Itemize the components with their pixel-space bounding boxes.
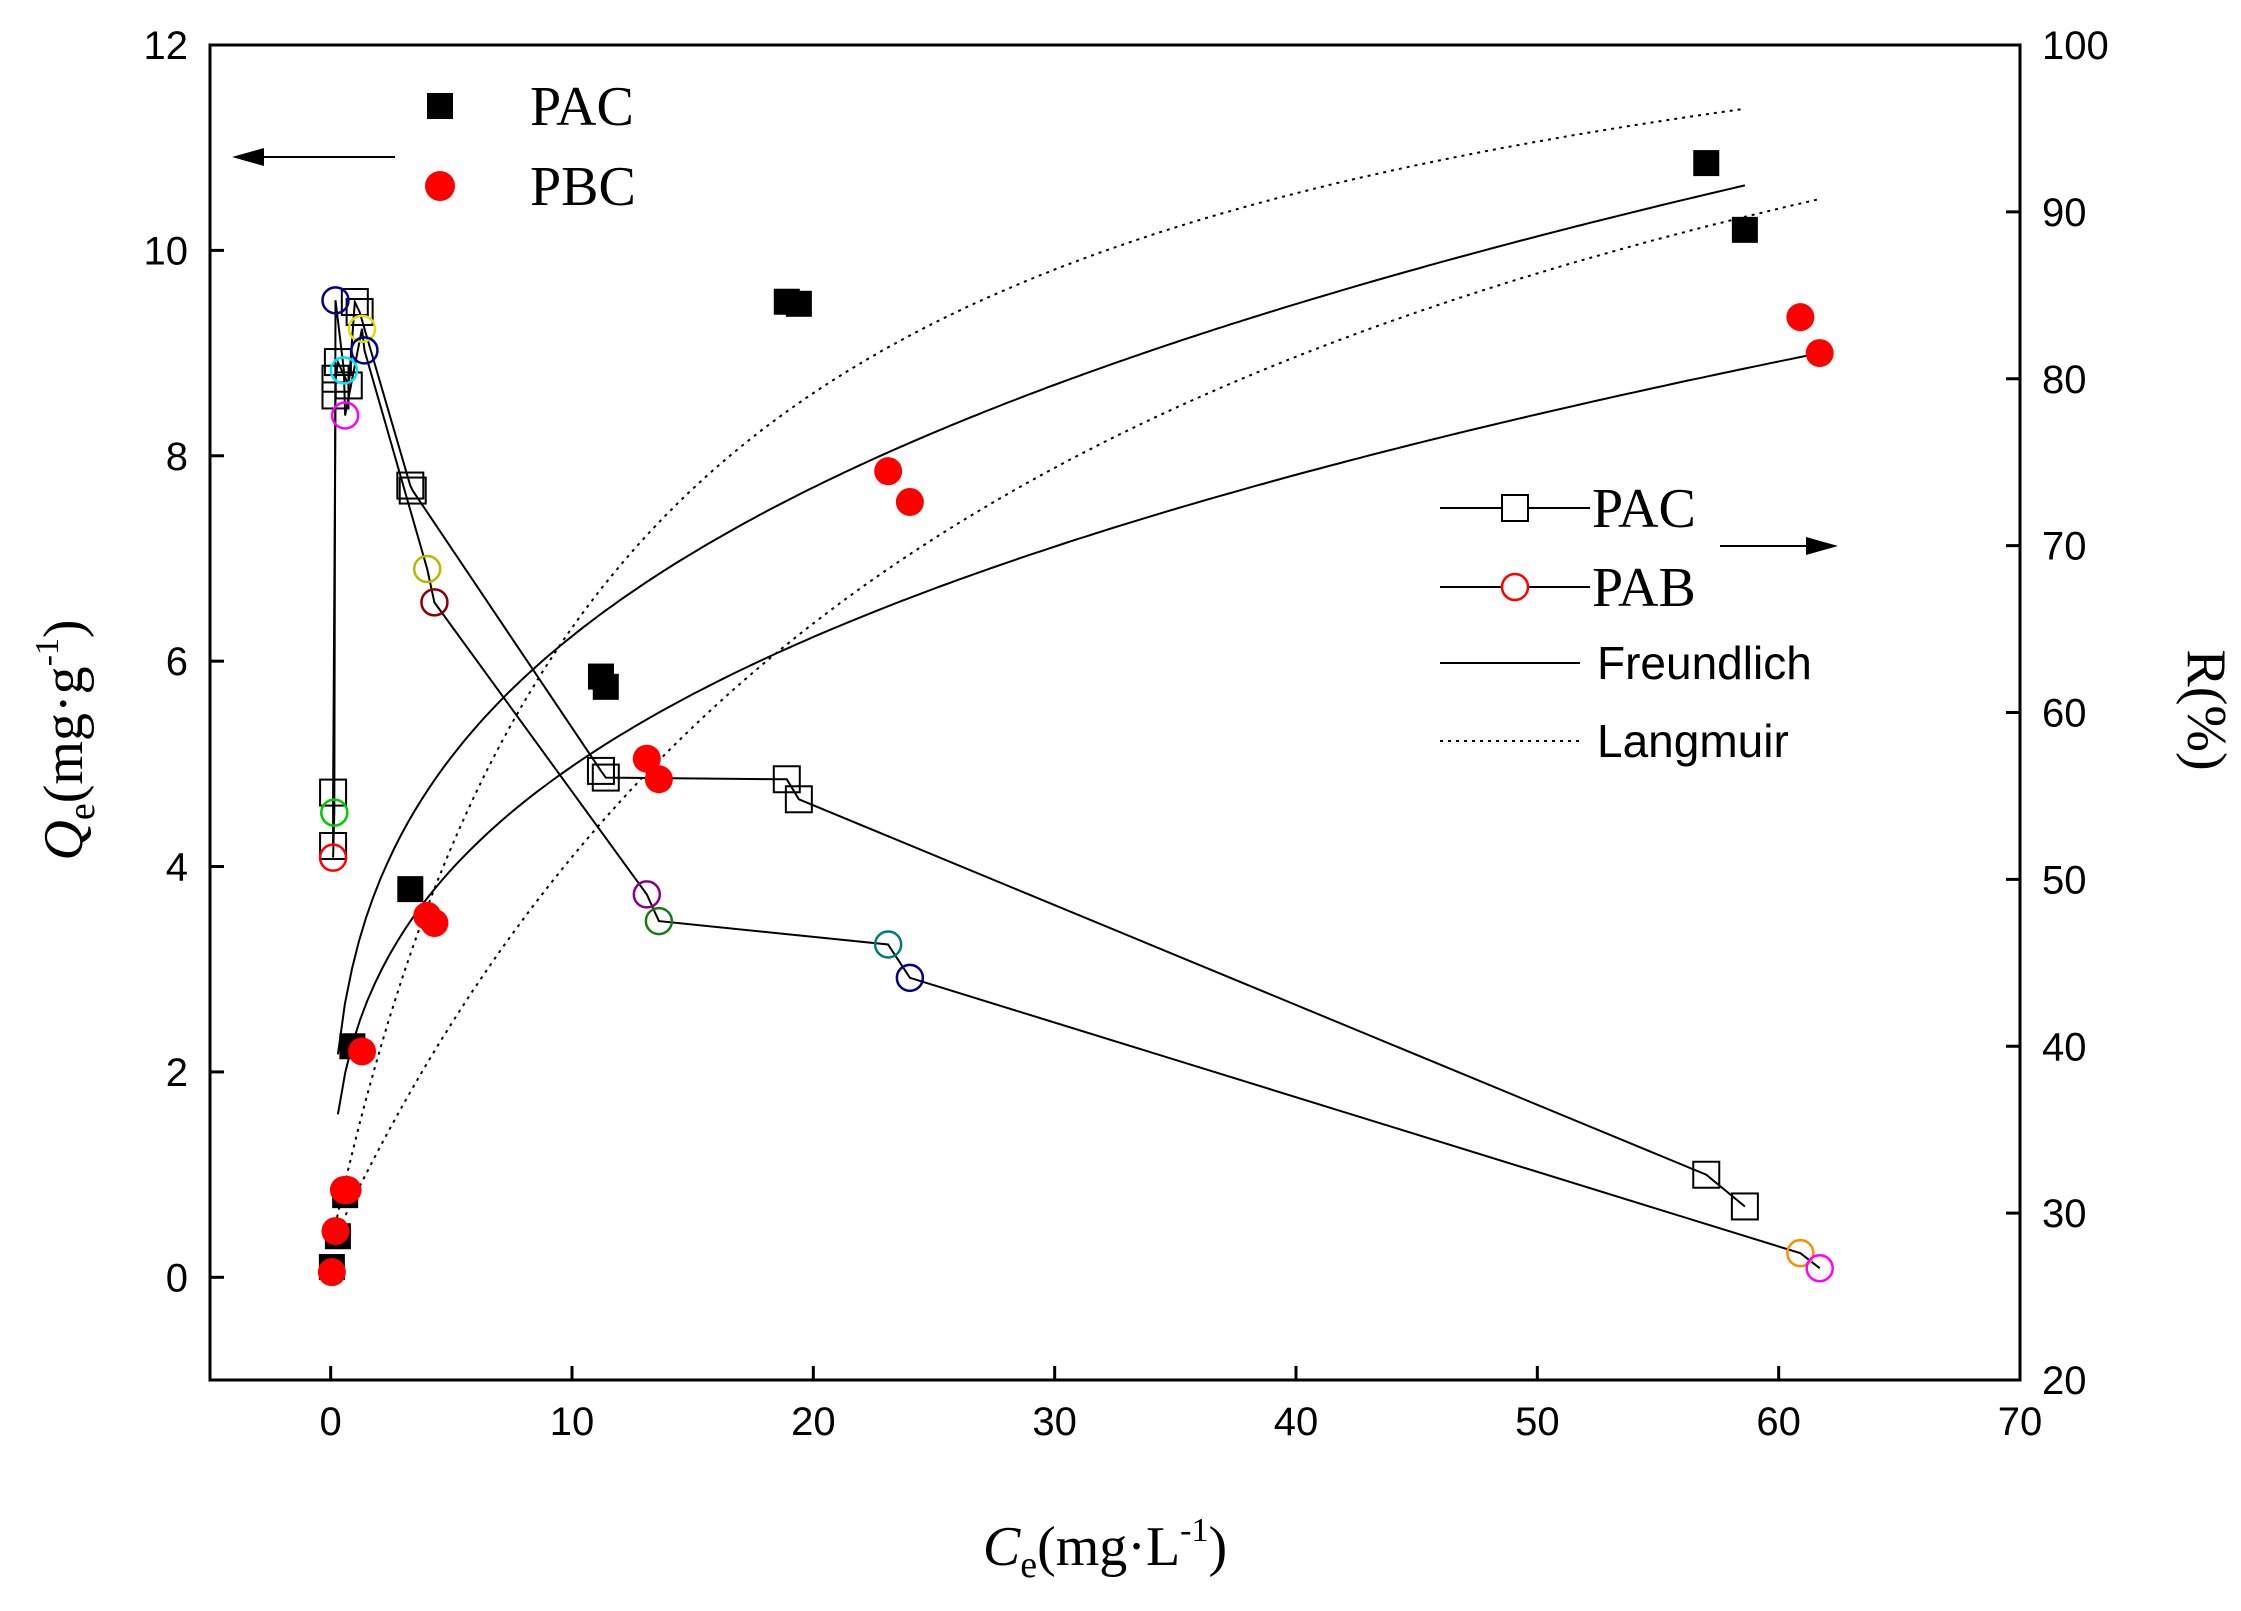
x-tick-label: 30 <box>1032 1400 1077 1444</box>
x-tick-label: 60 <box>1756 1400 1801 1444</box>
data-point-pbc <box>632 744 661 773</box>
data-point-r-pab <box>350 336 379 365</box>
x-tick-label: 50 <box>1515 1400 1560 1444</box>
data-point-r-pac <box>1692 1160 1721 1189</box>
y2-tick-label: 100 <box>2042 24 2109 68</box>
fit-freundlich-pac <box>336 184 1746 1055</box>
data-point-r-pab <box>632 880 662 909</box>
fit-freundlich-pbc <box>336 352 1820 1115</box>
x-tick-label: 40 <box>1274 1400 1319 1444</box>
data-point-pac <box>397 876 424 903</box>
series-line-pab <box>332 300 1821 1269</box>
data-point-r-pac <box>323 348 352 377</box>
y-tick-label: 6 <box>166 640 188 684</box>
data-point-r-pab <box>420 588 449 617</box>
data-point-r-pac <box>591 763 620 792</box>
data-point-r-pab <box>347 314 377 343</box>
data-point-pac <box>1693 150 1720 177</box>
y2-tick-label: 40 <box>2042 1025 2087 1069</box>
data-point-r-pab <box>318 843 348 872</box>
data-point-r-pac <box>345 298 374 326</box>
x-tick-label: 70 <box>1998 1400 2043 1444</box>
y2-tick-label: 50 <box>2042 858 2087 902</box>
y2-tick-label: 80 <box>2042 358 2087 402</box>
data-point-r-pac <box>334 371 363 400</box>
legend-label-pac: PAC <box>1592 478 1696 540</box>
data-point-r-pab <box>644 906 674 936</box>
data-point-pac <box>1731 216 1758 243</box>
y-tick-label: 0 <box>166 1256 188 1300</box>
data-point-pac <box>785 290 812 317</box>
data-point-r-pab <box>329 356 359 385</box>
data-point-pac <box>592 673 619 700</box>
fit-langmuir-pbc <box>330 198 1820 1245</box>
x-axis-title: Ce(mg·L-1) <box>983 1512 1227 1586</box>
right-axis-arrowhead <box>1806 537 1838 555</box>
data-point-r-pac <box>319 778 348 807</box>
legend-label-pbc: PBC <box>530 156 636 218</box>
data-point-pbc <box>644 765 673 794</box>
data-point-r-pab <box>320 798 349 827</box>
data-point-pbc <box>317 1258 346 1287</box>
data-point-r-pab <box>330 401 360 430</box>
legend-label-pac: PAC <box>530 76 634 138</box>
y-tick-label: 2 <box>166 1051 188 1095</box>
legend-marker-pac <box>427 93 453 119</box>
legend-marker-pac <box>1501 494 1529 522</box>
legend-label-freundlich: Freundlich <box>1597 637 1812 689</box>
y2-tick-label: 30 <box>2042 1192 2087 1236</box>
y2-tick-label: 70 <box>2042 525 2087 569</box>
data-point-r-pac <box>398 476 427 505</box>
data-point-pbc <box>1786 303 1815 332</box>
data-point-r-pac <box>586 756 615 785</box>
legend-marker-pab <box>1500 572 1530 602</box>
data-point-r-pab <box>321 286 350 315</box>
y2-tick-label: 20 <box>2042 1359 2087 1403</box>
y-tick-label: 8 <box>166 435 188 479</box>
y-tick-label: 10 <box>144 229 189 273</box>
data-points <box>317 150 1834 1287</box>
data-point-pbc <box>874 457 903 486</box>
axis-ticks: 0 10 20 30 40 50 60 70 0 2 4 6 8 10 12 20 30 40 50 60 70 80 90… <box>144 24 2109 1444</box>
data-point-r-pac <box>784 785 813 814</box>
data-point-r-pab <box>895 963 925 993</box>
data-point-r-pac <box>396 471 425 500</box>
series-lines <box>332 298 1821 1269</box>
data-point-pbc <box>895 487 924 516</box>
x-tick-label: 10 <box>550 1400 595 1444</box>
legend-label-langmuir: Langmuir <box>1597 715 1789 767</box>
x-tick-label: 0 <box>320 1400 342 1444</box>
legend-label-pab: PAB <box>1592 557 1696 619</box>
data-point-pbc <box>348 1037 377 1066</box>
data-point-r-pac <box>319 832 348 860</box>
y-axis-title: Qe(mg·g-1) <box>29 619 103 860</box>
y2-tick-label: 90 <box>2042 191 2087 235</box>
y2-axis-title: R(%) <box>2175 649 2237 770</box>
y-tick-label: 4 <box>166 846 188 890</box>
data-point-r-pab <box>412 554 442 584</box>
fit-curves <box>330 107 1820 1245</box>
data-point-r-pab <box>873 930 903 959</box>
data-point-r-pab <box>1786 1238 1815 1268</box>
legend: PAC PBC PAC PAB Freundlich Langmuir <box>232 76 1838 767</box>
y2-tick-label: 60 <box>2042 692 2087 736</box>
data-point-pbc <box>333 1176 362 1205</box>
legend-marker-pbc <box>425 171 455 201</box>
fit-langmuir-pac <box>330 107 1746 1242</box>
left-axis-arrowhead <box>232 148 264 166</box>
data-point-pbc <box>321 1217 350 1246</box>
data-point-pbc <box>1805 339 1834 368</box>
data-point-r-pac <box>1730 1192 1759 1221</box>
data-point-r-pac <box>340 287 369 316</box>
data-point-r-pab <box>1805 1253 1834 1283</box>
y-tick-label: 12 <box>144 24 189 68</box>
data-point-pbc <box>420 909 449 938</box>
plot-frame <box>208 43 2022 1382</box>
x-tick-label: 20 <box>791 1400 836 1444</box>
